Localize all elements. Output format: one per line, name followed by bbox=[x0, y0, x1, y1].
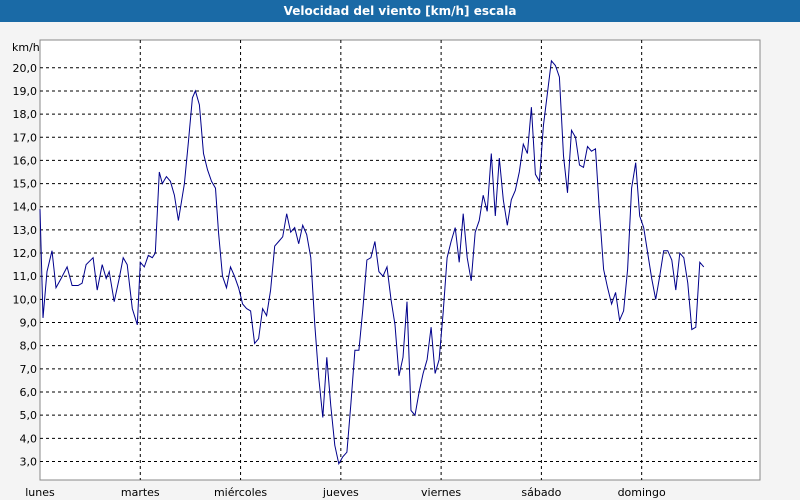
y-tick-label: 16,0 bbox=[13, 154, 38, 167]
y-tick-label: 19,0 bbox=[13, 85, 38, 98]
y-tick-label: 4,0 bbox=[20, 432, 38, 445]
y-axis-label: km/h bbox=[12, 41, 40, 54]
y-tick-label: 5,0 bbox=[20, 409, 38, 422]
plot-area: 3,0 4,0 5,0 6,0 7,0 8,0 9,0 10,0 11,0 12,0 13,0 14,… bbox=[0, 22, 800, 504]
x-tick-labels: lunes12/05/25martes13/05/25miércoles14/0… bbox=[15, 486, 666, 504]
x-tick-day-label: lunes bbox=[25, 486, 55, 499]
y-tick-label: 12,0 bbox=[13, 247, 38, 260]
x-tick-day-label: sábado bbox=[521, 486, 561, 499]
x-tick-day-label: viernes bbox=[421, 486, 461, 499]
y-tick-label: 20,0 bbox=[13, 62, 38, 75]
y-tick-labels: 3,0 4,0 5,0 6,0 7,0 8,0 9,0 10,0 11,0 12,0 13,0 14,… bbox=[13, 62, 38, 469]
y-tick-label: 7,0 bbox=[20, 363, 38, 376]
x-tick-day-label: miércoles bbox=[214, 486, 267, 499]
y-tick-label: 14,0 bbox=[13, 201, 38, 214]
y-tick-label: 6,0 bbox=[20, 386, 38, 399]
vertical-gridlines bbox=[139, 40, 643, 480]
x-tick-day-label: domingo bbox=[618, 486, 666, 499]
wind-speed-chart: 3,0 4,0 5,0 6,0 7,0 8,0 9,0 10,0 11,0 12,0 13,0 14,… bbox=[12, 39, 761, 504]
y-tick-label: 17,0 bbox=[13, 131, 38, 144]
y-tick-label: 8,0 bbox=[20, 340, 38, 353]
x-tick-day-label: jueves bbox=[322, 486, 359, 499]
chart-title: Velocidad del viento [km/h] escala bbox=[0, 0, 800, 22]
plot-frame bbox=[39, 39, 761, 481]
y-tick-label: 15,0 bbox=[13, 178, 38, 191]
y-tick-label: 11,0 bbox=[13, 270, 38, 283]
horizontal-gridlines bbox=[40, 67, 760, 462]
y-tick-label: 13,0 bbox=[13, 224, 38, 237]
y-tick-label: 3,0 bbox=[20, 455, 38, 468]
y-tick-label: 10,0 bbox=[13, 293, 38, 306]
y-tick-label: 9,0 bbox=[20, 317, 38, 330]
x-tick-day-label: martes bbox=[121, 486, 160, 499]
y-tick-label: 18,0 bbox=[13, 108, 38, 121]
wind-speed-line bbox=[39, 59, 705, 466]
